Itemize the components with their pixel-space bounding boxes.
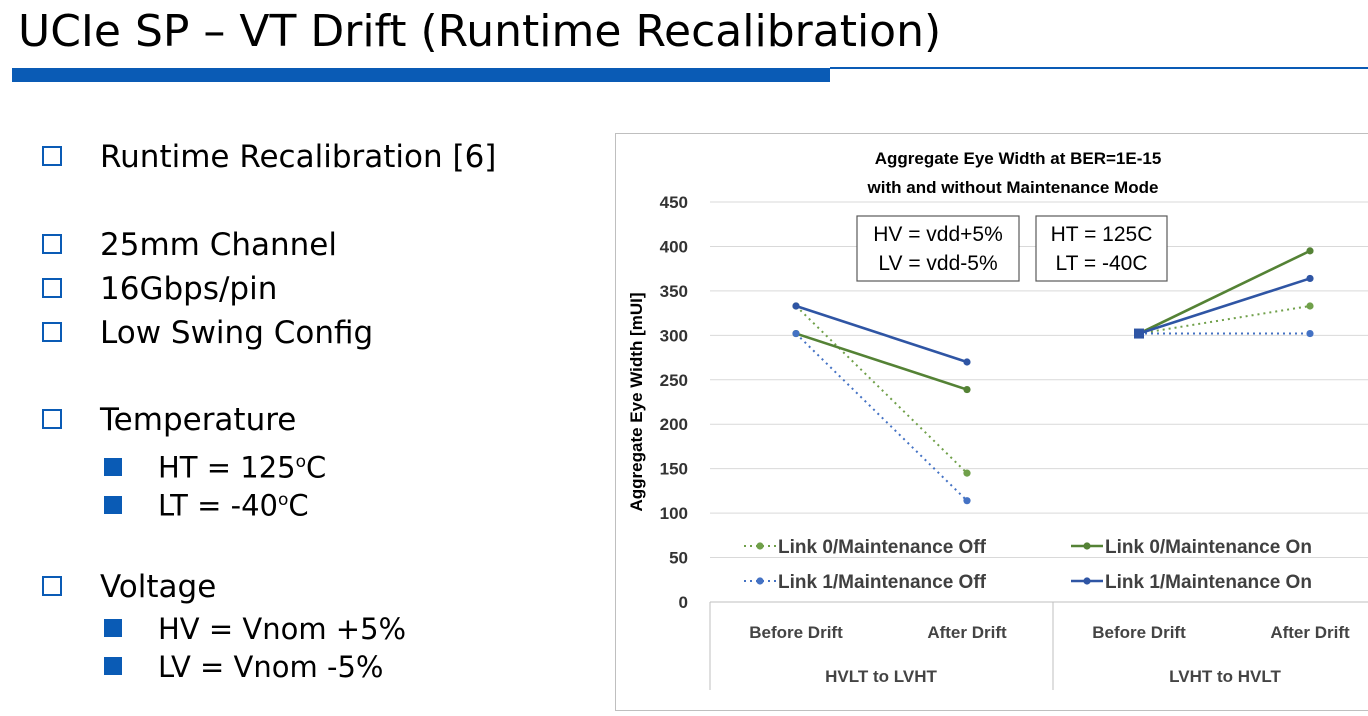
filled-square-bullet-icon [104,457,122,476]
chart-frame [615,133,1368,711]
x-tick-label: Before Drift [749,623,843,642]
data-point [1306,329,1314,338]
bullet-text: HT = 125 [158,450,296,485]
x-group-label: HVLT to LVHT [825,667,937,686]
filled-square-bullet-icon [104,495,122,514]
series-line [795,305,968,474]
sub-bullet-hv: HV = Vnom +5% [104,610,406,648]
hollow-square-bullet-icon [42,145,62,166]
legend-label: Link 1/Maintenance On [1105,572,1312,593]
celsius-unit: C [288,488,309,523]
bullet-runtime-recalibration: Runtime Recalibration [6] [42,137,496,177]
annotation-line: LV = vdd-5% [878,252,997,275]
data-point [792,302,800,310]
hollow-square-bullet-icon [42,233,62,254]
data-point [792,329,800,338]
bullet-text: LV = Vnom -5% [158,650,384,684]
hollow-square-bullet-icon [42,575,62,596]
y-tick-label: 300 [660,326,688,345]
title-underline-rule [830,67,1368,69]
bullet-temperature: Temperature [42,400,296,440]
annotation-box [1035,215,1168,282]
hollow-square-bullet-icon [42,277,62,298]
title-underline-bar [12,68,830,82]
chart-title: Aggregate Eye Width at BER=1E-15 [875,149,1162,168]
chart-subtitle: with and without Maintenance Mode [867,178,1159,197]
y-tick-label: 400 [660,237,688,256]
y-tick-label: 350 [660,282,688,301]
y-tick-label: 200 [660,415,688,434]
legend-marker [1083,577,1091,585]
series-line [795,332,968,502]
bullet-text: 25mm Channel [100,227,337,263]
y-tick-label: 50 [669,549,688,568]
series-line [1138,305,1311,335]
y-tick-label: 150 [660,460,688,479]
degree-superscript: o [277,490,289,510]
bullet-text: HV = Vnom +5% [158,612,407,646]
data-point [963,385,971,394]
hollow-square-bullet-icon [42,408,62,429]
data-point [963,469,971,477]
x-tick-label: Before Drift [1092,623,1186,642]
filled-square-bullet-icon [104,657,122,675]
bullet-voltage: Voltage [42,567,216,607]
data-point [1306,247,1314,255]
annotation-line: HT = 125C [1051,223,1153,246]
bullet-text: Runtime Recalibration [6] [100,139,497,175]
bullet-text: Low Swing Config [100,315,374,351]
data-point [1306,302,1314,310]
bullet-channel: 25mm Channel [42,225,337,265]
y-axis-label: Aggregate Eye Width [mUI] [627,293,646,512]
data-point [963,358,971,366]
series-line [795,304,968,364]
x-tick-label: After Drift [1270,623,1350,642]
data-point-marker [1134,328,1144,339]
legend-label: Link 0/Maintenance Off [778,537,987,558]
annotation-box [856,215,1020,282]
bullet-text: Voltage [100,569,217,605]
hollow-square-bullet-icon [42,321,62,342]
legend-marker [756,577,764,585]
legend-label: Link 1/Maintenance Off [778,572,987,593]
annotation-line: LT = -40C [1055,252,1147,275]
y-tick-label: 100 [660,504,688,523]
celsius-unit: C [306,450,327,485]
bullet-text: 16Gbps/pin [100,271,278,307]
legend-marker [756,542,764,550]
filled-square-bullet-icon [104,619,122,637]
sub-bullet-lv: LV = Vnom -5% [104,648,383,686]
bullet-text: LT = -40 [158,488,278,523]
bullet-data-rate: 16Gbps/pin [42,269,277,309]
x-group-label: LVHT to HVLT [1169,667,1281,686]
series-line [1138,249,1311,335]
data-point [1306,274,1314,283]
legend-label: Link 0/Maintenance On [1105,537,1312,558]
sub-bullet-lt: LT = -40oC [104,481,309,525]
series-line [1138,277,1311,335]
y-tick-label: 450 [660,193,688,212]
legend-marker [1083,542,1091,550]
y-tick-label: 250 [660,371,688,390]
x-tick-label: After Drift [927,623,1007,642]
degree-superscript: o [295,452,307,472]
data-point [963,497,971,505]
series-line [795,332,968,391]
y-tick-label: 0 [679,593,688,612]
bullet-swing-config: Low Swing Config [42,313,373,353]
sub-bullet-ht: HT = 125oC [104,443,326,487]
annotation-line: HV = vdd+5% [873,223,1003,246]
slide-title: UCIe SP – VT Drift (Runtime Recalibratio… [18,6,942,57]
bullet-text: Temperature [100,402,297,438]
